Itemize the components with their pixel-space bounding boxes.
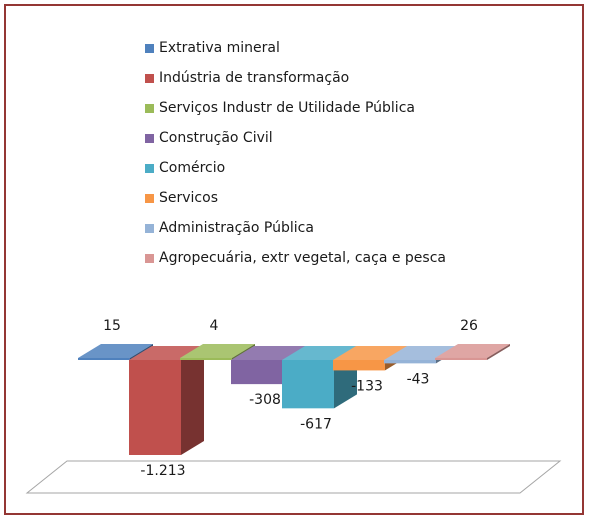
data-label: 15	[103, 318, 121, 334]
legend-label: Construção Civil	[159, 130, 273, 146]
bar-5	[282, 346, 357, 409]
data-label: 4	[210, 318, 219, 334]
bar-front-face	[384, 360, 436, 364]
legend-swatch	[145, 74, 154, 83]
bar-front-face	[282, 360, 334, 409]
legend-label: Comércio	[159, 160, 226, 176]
bar-8	[435, 343, 510, 360]
data-label: 26	[460, 318, 478, 334]
legend-swatch	[145, 164, 154, 173]
legend-swatch	[145, 134, 154, 143]
bar-top-face	[78, 344, 153, 358]
bar-top-face	[282, 346, 357, 360]
legend-label: Administração Pública	[159, 220, 314, 236]
bar-front-face	[78, 358, 130, 360]
bar-side-face	[487, 343, 510, 360]
data-label: -308	[249, 392, 281, 408]
bar-front-face	[435, 357, 487, 360]
chart-frame	[4, 4, 584, 515]
bar-front-face	[129, 360, 181, 455]
data-label: -133	[351, 378, 383, 394]
data-label: -43	[407, 371, 430, 387]
bar-top-face	[231, 346, 306, 360]
bar-top-face	[180, 344, 255, 358]
data-label: -617	[300, 416, 332, 432]
legend-swatch	[145, 104, 154, 113]
bar-side-face	[181, 346, 204, 455]
legend-swatch	[145, 194, 154, 203]
data-label: -1.213	[140, 463, 185, 479]
chart-floor	[25, 460, 562, 494]
legend-label: Indústria de transformação	[159, 70, 350, 86]
legend-swatch	[145, 224, 154, 233]
bar-front-face	[333, 360, 385, 371]
bar-top-face	[435, 343, 510, 358]
legend-label: Extrativa mineral	[159, 40, 280, 56]
bar-top-face	[333, 346, 408, 360]
legend-swatch	[145, 254, 154, 263]
legend-swatch	[145, 44, 154, 53]
bar-2	[129, 346, 204, 455]
bar-front-face	[231, 360, 283, 385]
legend-label: Servicos	[159, 190, 218, 206]
bar-front-face	[180, 358, 232, 360]
legend-label: Agropecuária, extr vegetal, caça e pesca	[159, 250, 446, 266]
legend-label: Serviços Industr de Utilidade Pública	[159, 100, 415, 116]
